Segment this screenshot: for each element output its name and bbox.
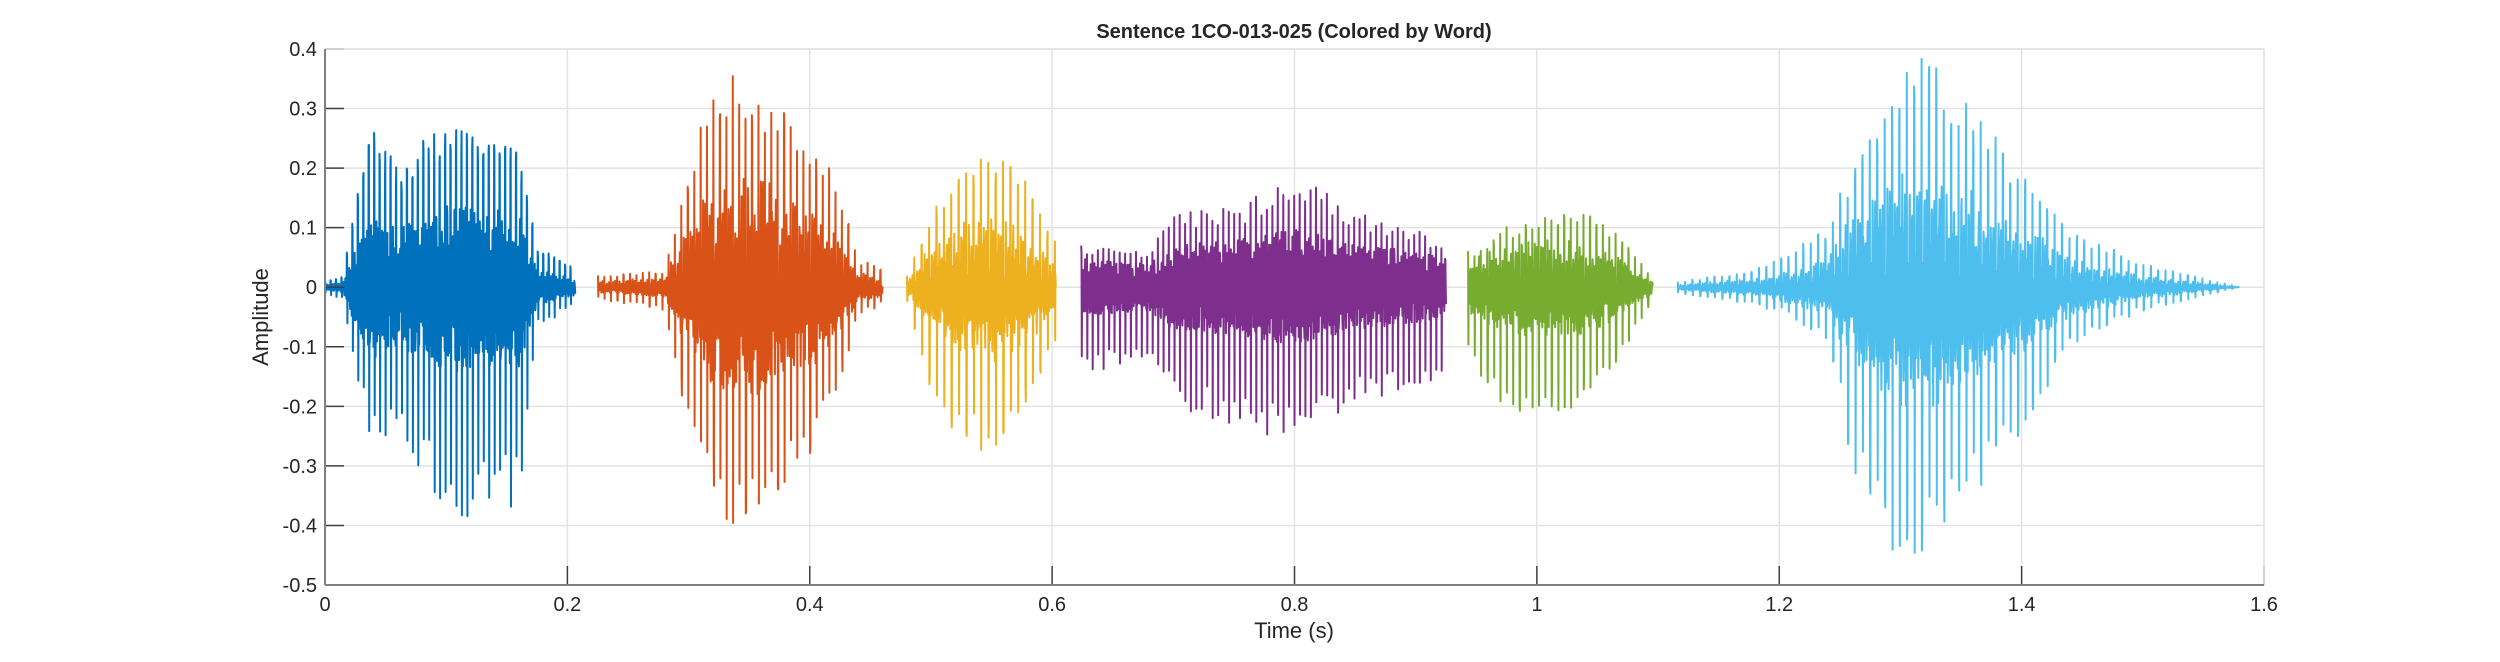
y-tick-label: -0.5 <box>283 575 317 597</box>
word-segment-6-waveform <box>1676 57 2241 554</box>
axes: 0 0.2 0.4 0.6 0.8 1 1.2 1.4 1.6 -0.5 -0.4 -0.3 -0.2 -… <box>283 39 2278 616</box>
y-tick-label: 0.3 <box>289 99 317 121</box>
y-axis-label: Amplitude <box>248 268 273 366</box>
x-tick-label: 1.6 <box>2250 594 2278 616</box>
x-tick-label: 0.2 <box>553 594 581 616</box>
word-segment-5-waveform <box>1466 213 1654 412</box>
x-tick-label: 1.4 <box>2008 594 2036 616</box>
y-tick-label: -0.1 <box>283 337 317 359</box>
y-tick-label: 0.1 <box>289 218 317 240</box>
x-axis-label: Time (s) <box>1254 618 1334 643</box>
word-segment-2-waveform <box>596 75 884 524</box>
y-tick-label: -0.4 <box>283 515 317 537</box>
y-tick-label: 0 <box>306 277 317 299</box>
y-tick-label: 0.2 <box>289 158 317 180</box>
y-tick-label: 0.4 <box>289 39 317 61</box>
y-tick-label: -0.3 <box>283 456 317 478</box>
x-tick-label: 1 <box>1531 594 1542 616</box>
word-segment-4-waveform <box>1080 186 1447 436</box>
x-tick-label: 1.2 <box>1765 594 1793 616</box>
x-tick-label: 0 <box>319 594 330 616</box>
x-tick-label: 0.4 <box>796 594 824 616</box>
x-tick-label: 0.6 <box>1038 594 1066 616</box>
x-tick-label: 0.8 <box>1281 594 1309 616</box>
word-segment-1-waveform <box>324 129 577 518</box>
chart-title: Sentence 1CO-013-025 (Colored by Word) <box>1096 21 1491 43</box>
word-segment-3-waveform <box>905 158 1057 451</box>
plot-area <box>324 57 2241 554</box>
y-tick-label: -0.2 <box>283 396 317 418</box>
